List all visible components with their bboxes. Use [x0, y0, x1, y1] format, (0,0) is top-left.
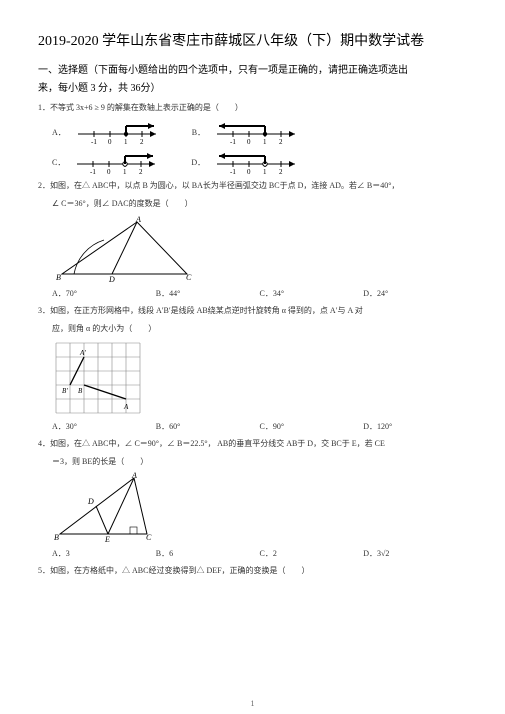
- svg-text:A: A: [123, 403, 129, 411]
- q1-optC-cell: C． -1 0 1 2: [52, 148, 161, 174]
- q1-optA-cell: A． -1 0 1 2: [52, 118, 162, 144]
- q2-optB: B．44°: [156, 288, 260, 299]
- svg-text:2: 2: [140, 138, 144, 144]
- svg-text:2: 2: [279, 138, 283, 144]
- svg-text:A: A: [135, 215, 141, 224]
- svg-text:1: 1: [124, 138, 128, 144]
- svg-text:2: 2: [279, 168, 283, 174]
- q1-optA-label: A．: [52, 127, 66, 138]
- q4-line2: ＝3，则 BE的长是（ ）: [52, 456, 467, 468]
- q4-figure-wrap: B E C A D: [52, 472, 467, 544]
- svg-text:B': B': [62, 387, 68, 395]
- q4-line1: 4．如图，在△ ABC中，∠ C＝90°，∠ B＝22.5°， AB的垂直平分线…: [38, 438, 467, 450]
- svg-text:-1: -1: [230, 168, 236, 174]
- svg-text:D: D: [108, 275, 115, 284]
- q2-figure-wrap: B D C A: [52, 214, 467, 284]
- q2-optD: D．24°: [363, 288, 467, 299]
- q3-line1: 3．如图，在正方形网格中，线段 A′B′是线段 AB绕某点逆时针旋转角 α 得到…: [38, 305, 467, 317]
- grid-q3-icon: A B A' B': [52, 339, 144, 417]
- svg-text:0: 0: [107, 168, 111, 174]
- q3-figure-wrap: A B A' B': [52, 339, 467, 417]
- q3-line2: 应，则角 α 的大小为（ ）: [52, 323, 467, 335]
- svg-text:0: 0: [247, 168, 251, 174]
- q2-line2: ∠ C＝36°，则∠ DAC的度数是（ ）: [52, 198, 467, 210]
- q2-optC: C．34°: [260, 288, 364, 299]
- svg-text:1: 1: [123, 168, 127, 174]
- svg-text:A': A': [79, 349, 86, 357]
- numline-B-icon: -1 0 1 2: [215, 118, 301, 144]
- svg-text:B: B: [56, 273, 61, 282]
- section-head-line1: 一、选择题（下面每小题给出的四个选项中，只有一项是正确的，请把正确选项选出: [38, 64, 467, 78]
- q4-optB: B．6: [156, 548, 260, 559]
- q1-optD-label: D．: [191, 157, 205, 168]
- numline-D-icon: -1 0 1 2: [215, 148, 301, 174]
- q4-optD: D．3√2: [363, 548, 467, 559]
- q4-optC: C．2: [260, 548, 364, 559]
- svg-text:E: E: [104, 535, 110, 544]
- q3-optA: A．30°: [52, 421, 156, 432]
- svg-text:-1: -1: [230, 138, 236, 144]
- svg-text:D: D: [87, 497, 94, 506]
- svg-text:0: 0: [247, 138, 251, 144]
- section-head-line2: 来，每小题 3 分，共 36分）: [38, 82, 467, 96]
- svg-text:C: C: [146, 533, 152, 542]
- triangle-q4-icon: B E C A D: [52, 472, 162, 544]
- q2-optA: A．70°: [52, 288, 156, 299]
- q3-optB: B．60°: [156, 421, 260, 432]
- q1-optB-label: B．: [192, 127, 205, 138]
- q3-optD: D．120°: [363, 421, 467, 432]
- svg-text:2: 2: [139, 168, 143, 174]
- q1-row2: C． -1 0 1 2 D． -1 0 1: [52, 148, 467, 174]
- q1-optD-cell: D． -1 0 1 2: [191, 148, 301, 174]
- svg-text:C: C: [186, 273, 192, 282]
- q5-text: 5．如图，在方格纸中，△ ABC经过变换得到△ DEF，正确的变换是（ ）: [38, 565, 467, 577]
- svg-text:-1: -1: [91, 138, 97, 144]
- svg-text:-1: -1: [90, 168, 96, 174]
- svg-text:B: B: [78, 387, 83, 395]
- exam-title: 2019-2020 学年山东省枣庄市薛城区八年级（下）期中数学试卷: [38, 30, 467, 50]
- q1-optB-cell: B． -1 0 1 2: [192, 118, 301, 144]
- q4-optA: A．3: [52, 548, 156, 559]
- q4-options: A．3 B．6 C．2 D．3√2: [52, 548, 467, 559]
- q3-options: A．30° B．60° C．90° D．120°: [52, 421, 467, 432]
- svg-text:0: 0: [108, 138, 112, 144]
- q1-optC-label: C．: [52, 157, 65, 168]
- q1-text: 1．不等式 3x+6 ≥ 9 的解集在数轴上表示正确的是（ ）: [38, 102, 467, 114]
- q1-row1: A． -1 0 1 2 B． -1 0 1: [52, 118, 467, 144]
- q2-options: A．70° B．44° C．34° D．24°: [52, 288, 467, 299]
- numline-A-icon: -1 0 1 2: [76, 118, 162, 144]
- svg-text:A: A: [131, 472, 137, 480]
- svg-text:B: B: [54, 533, 59, 542]
- svg-text:1: 1: [263, 138, 267, 144]
- triangle-q2-icon: B D C A: [52, 214, 202, 284]
- q3-optC: C．90°: [260, 421, 364, 432]
- svg-text:1: 1: [263, 168, 267, 174]
- numline-C-icon: -1 0 1 2: [75, 148, 161, 174]
- q2-line1: 2．如图，在△ ABC中，以点 B 为圆心，以 BA长为半径画弧交边 BC于点 …: [38, 180, 467, 192]
- page-number: 1: [0, 699, 505, 708]
